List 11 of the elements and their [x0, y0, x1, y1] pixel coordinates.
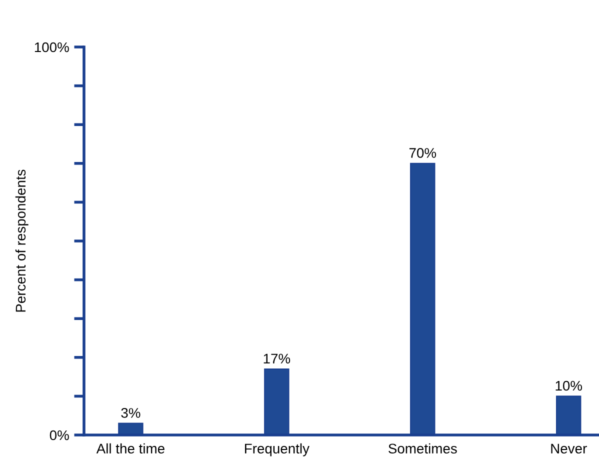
y-axis-title: Percent of respondents — [15, 170, 28, 312]
x-tick-label: Never — [551, 444, 587, 454]
x-tick-label: Frequently — [245, 443, 310, 456]
x-tick-label: All the time — [96, 443, 164, 454]
y-tick-label: 100% — [34, 42, 69, 52]
data-label: 70% — [409, 148, 436, 158]
y-tick-label: 0% — [50, 430, 69, 440]
data-label: 10% — [556, 380, 582, 391]
data-label: 3% — [121, 408, 140, 418]
data-label: 17% — [264, 354, 290, 364]
x-tick-label: Sometimes — [388, 443, 457, 454]
